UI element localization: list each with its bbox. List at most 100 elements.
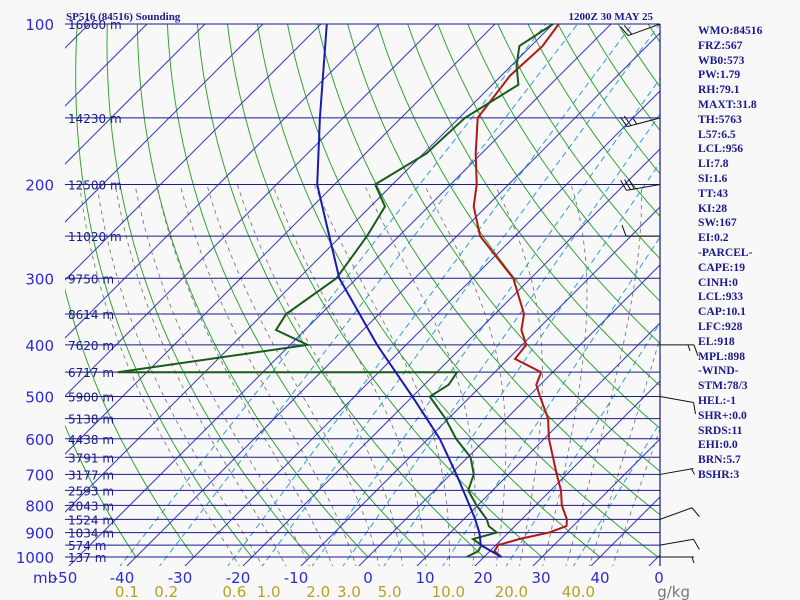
barb-flag (623, 24, 633, 35)
mixing-ratio-line (158, 24, 579, 566)
isotherm (184, 90, 660, 566)
temperature-label: 0 (654, 569, 664, 587)
height-label: 5138 m (68, 413, 114, 427)
pressure-label: 1000 (16, 549, 54, 567)
index-line: SI:1.6 (698, 171, 728, 185)
index-line: EHI:0.0 (698, 438, 738, 452)
index-line: STM:78/3 (698, 379, 748, 393)
moist-adiabat (542, 184, 588, 566)
wind-barb (660, 344, 699, 357)
axis-labels: 16660 m 14230 m 12500 m 11020 m 9750 m 8614 m… (16, 16, 690, 600)
index-line: RH:79.1 (698, 83, 740, 97)
moist-adiabat (565, 184, 643, 566)
barb-flag (628, 178, 635, 190)
index-line: LFC:928 (698, 319, 743, 333)
height-label: 8614 m (68, 308, 114, 322)
temperature-label: 20 (473, 569, 492, 587)
isotherm (532, 438, 660, 566)
barb-flag (693, 344, 699, 357)
moist-adiabat (272, 184, 427, 566)
pressure-label: 100 (25, 16, 54, 34)
moist-adiabat (236, 184, 404, 566)
index-line: LCL:956 (698, 142, 744, 156)
isotherm (65, 24, 380, 339)
mixing-ratio-label: 40.0 (562, 583, 595, 600)
mixing-ratio-line (311, 77, 660, 566)
index-line: CAP:10.1 (698, 305, 746, 319)
index-line: -PARCEL- (698, 245, 753, 259)
isotherm (65, 24, 322, 281)
moist-adiabat (363, 184, 476, 566)
height-label: 9750 m (68, 272, 114, 286)
moist-adiabat (179, 184, 357, 566)
index-line: LCL:933 (698, 290, 744, 304)
barb-flag (624, 179, 631, 190)
height-label: 4438 m (68, 433, 114, 447)
wind-barb (620, 178, 661, 191)
sounding-series (117, 24, 568, 558)
wind-barbs (620, 23, 700, 564)
wind-barb (621, 224, 660, 237)
index-line: L57:6.5 (698, 127, 736, 141)
barb-flag (620, 116, 628, 127)
index-line: -WIND- (698, 364, 739, 378)
index-line: WB0:573 (698, 53, 745, 67)
barb-staff (659, 538, 694, 546)
moist-adiabat (423, 184, 507, 566)
height-label: 6717 m (68, 366, 114, 380)
pressure-label: 400 (25, 337, 54, 355)
mixing-ratio-unit: g/kg (657, 583, 690, 600)
index-line: EL:918 (698, 334, 735, 348)
dewpoint-line (117, 24, 554, 558)
height-label: 3177 m (68, 468, 114, 482)
index-line: CAPE:19 (698, 260, 746, 274)
index-line: EI:0.2 (698, 231, 729, 245)
index-line: SHR+:0.0 (698, 408, 747, 422)
temperature-line (472, 24, 568, 558)
temperature-label: 10 (415, 569, 434, 587)
wind-barb (659, 396, 697, 415)
isotherm (242, 148, 660, 566)
isotherm (65, 24, 206, 165)
isotherm (65, 24, 554, 513)
barb-staff (626, 183, 661, 191)
height-label: 137 m (68, 551, 106, 565)
index-line: TH:5763 (698, 112, 742, 126)
barb-staff (659, 468, 694, 475)
index-line: SRDS:11 (698, 423, 743, 437)
mixing-ratio-label: 20.0 (495, 583, 528, 600)
mixing-ratio-line (261, 24, 660, 566)
height-label: 1034 m (68, 527, 114, 541)
isotherm (65, 24, 438, 397)
pressure-label: 600 (25, 431, 54, 449)
wind-barb (659, 468, 695, 475)
isotherm (358, 264, 660, 566)
height-label: 574 m (68, 539, 106, 553)
isotherm (65, 24, 264, 223)
index-line: HEL:-1 (698, 393, 737, 407)
height-label: 2043 m (68, 499, 114, 513)
index-line: CINH:0 (698, 275, 738, 289)
barb-flag (691, 507, 700, 518)
barb-staff (659, 507, 693, 520)
height-label: 11020 m (68, 230, 122, 244)
index-panel: WMO:84516 FRZ:567 WB0:573 PW:1.79 RH:79.1 MAX… (698, 24, 798, 483)
height-label: 2593 m (68, 484, 114, 498)
height-label: 3791 m (68, 451, 114, 465)
temperature-label: -30 (168, 569, 193, 587)
isotherm (65, 24, 496, 455)
height-label: 16660 m (68, 18, 122, 32)
moist-adiabat (134, 184, 310, 566)
temperature-label: 40 (590, 569, 609, 587)
wind-barb (660, 556, 695, 564)
wind-barb (620, 23, 661, 37)
height-label: 7620 m (68, 339, 114, 353)
isotherm (474, 380, 660, 566)
isotherm (300, 206, 660, 566)
isotherm (126, 32, 660, 566)
mixing-ratio-label: 0.2 (154, 583, 178, 600)
barb-half-flag (691, 468, 695, 475)
pressure-label: 200 (25, 176, 54, 194)
barb-half-flag (687, 344, 691, 352)
